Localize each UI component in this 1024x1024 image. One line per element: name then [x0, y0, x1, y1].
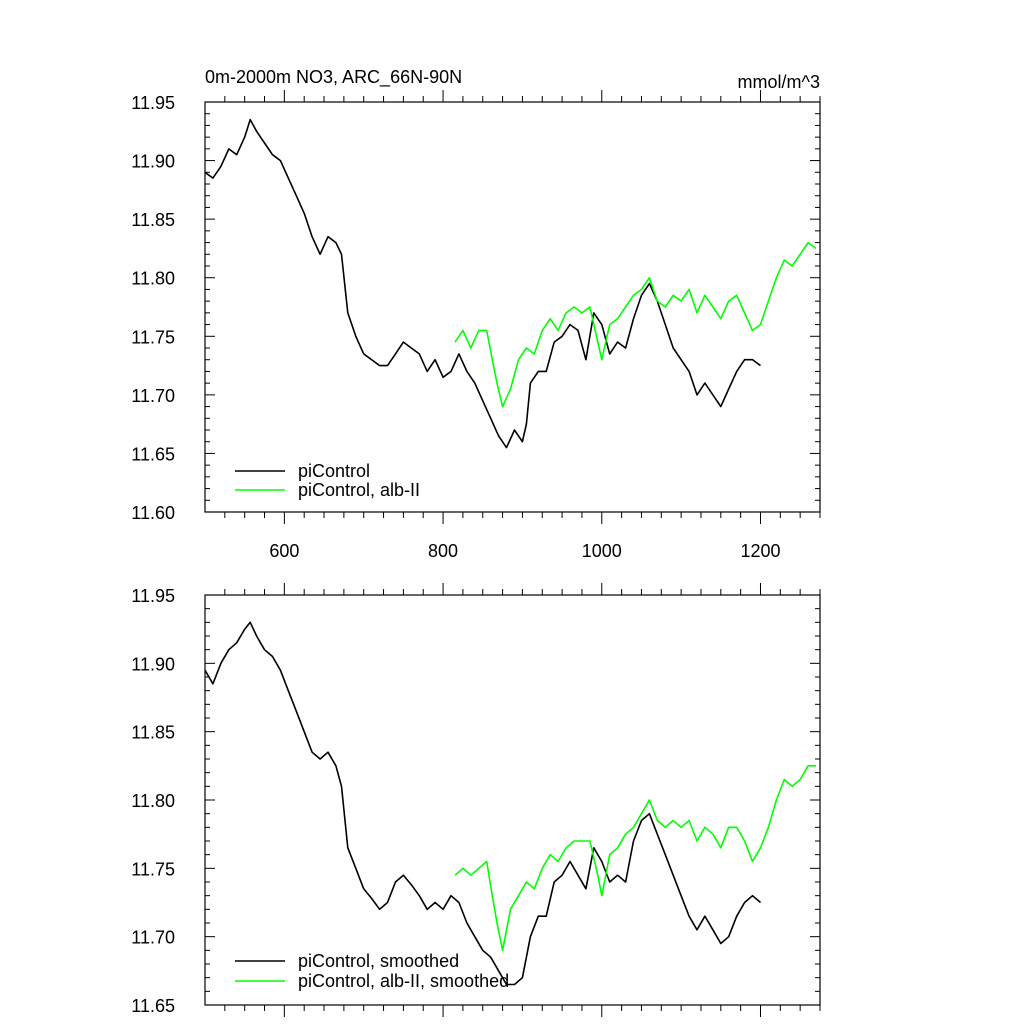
top-series-line-1: [454, 241, 817, 408]
y-tick-label: 11.95: [131, 586, 175, 606]
bottom-series-line-1: [454, 764, 816, 952]
plot-area-bottom: [204, 594, 821, 1006]
top-panel: 0m-2000m NO3, ARC_66N-90N mmol/m^3 11.60…: [131, 67, 821, 561]
y-tick-label: 11.90: [131, 152, 175, 172]
y-tick-label: 11.95: [131, 93, 175, 113]
legend-label-picontrol-smoothed: piControl, smoothed: [298, 951, 459, 971]
x-tick-label: 1000: [582, 541, 622, 561]
y-tick-label: 11.85: [131, 210, 175, 230]
bottom-panel: 11.65 11.70 11.75 11.80 11.85 11.90 11.95 piCo…: [131, 583, 821, 1017]
x-tick-label: 1200: [740, 541, 780, 561]
legend-label-picontrol: piControl: [298, 461, 370, 481]
y-tick-label: 11.65: [131, 444, 175, 464]
y-tick-label: 11.65: [131, 996, 175, 1016]
top-series-line-0: [204, 118, 761, 449]
top-series-lines: [204, 118, 817, 449]
bottom-series-line-0: [204, 621, 762, 986]
bottom-axis-ticks: 11.65 11.70 11.75 11.80 11.85 11.90 11.95: [131, 583, 821, 1017]
y-tick-label: 11.80: [131, 791, 175, 811]
y-tick-label: 11.75: [131, 859, 175, 879]
y-tick-label: 11.70: [131, 386, 175, 406]
chart-title: 0m-2000m NO3, ARC_66N-90N: [205, 67, 462, 88]
x-tick-label: 600: [269, 541, 299, 561]
top-legend: piControl piControl, alb-II: [235, 461, 420, 500]
legend-label-picontrol-alb-ii: piControl, alb-II: [298, 480, 420, 500]
bottom-series-lines: [204, 621, 816, 986]
y-tick-label: 11.80: [131, 269, 175, 289]
y-tick-label: 11.60: [131, 503, 175, 523]
x-tick-label: 800: [428, 541, 458, 561]
y-tick-label: 11.90: [131, 654, 175, 674]
legend-label-picontrol-alb-ii-smoothed: piControl, alb-II, smoothed: [298, 971, 509, 991]
top-axis-ticks: 11.60 11.65 11.70 11.75 11.80 11.85 11.90 11.95…: [131, 90, 821, 561]
y-tick-label: 11.85: [131, 723, 175, 743]
y-tick-label: 11.75: [131, 327, 175, 347]
plot-area-top: [204, 101, 821, 513]
y-tick-label: 11.70: [131, 928, 175, 948]
bottom-legend: piControl, smoothed piControl, alb-II, s…: [235, 951, 509, 991]
units-label: mmol/m^3: [738, 72, 820, 92]
